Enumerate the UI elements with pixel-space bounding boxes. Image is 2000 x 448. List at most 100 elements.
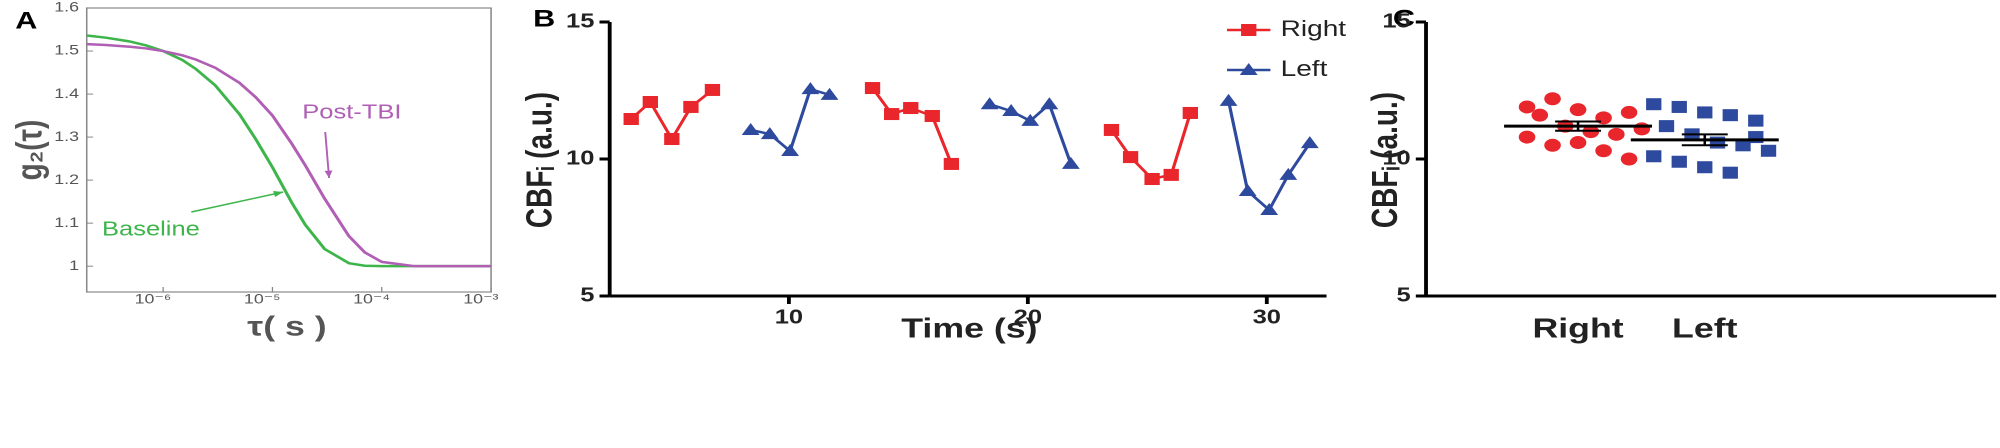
- x-tick-label: 20: [1014, 305, 1042, 328]
- point: [980, 97, 999, 110]
- legend-label: Left: [1281, 57, 1328, 81]
- point: [1658, 120, 1675, 133]
- y-tick-label: 5: [580, 283, 594, 306]
- x-tick-label: 10⁻³: [463, 291, 499, 307]
- y-tick-label: 15: [1382, 9, 1411, 32]
- point: [1620, 105, 1638, 119]
- label-arrow: [324, 131, 331, 179]
- series-label: Post-TBI: [302, 100, 401, 123]
- point: [1279, 167, 1298, 180]
- point: [1260, 202, 1279, 215]
- series-line: [86, 42, 492, 268]
- y-tick-label: 1.4: [54, 86, 79, 102]
- point: [623, 112, 639, 125]
- x-axis-label: Time (s): [901, 312, 1037, 343]
- point: [1182, 106, 1198, 119]
- point: [1144, 173, 1160, 186]
- point: [1735, 139, 1751, 152]
- y-tick-label: 1.5: [54, 43, 79, 59]
- point: [1697, 161, 1713, 174]
- y-tick-label: 1: [69, 258, 79, 274]
- point: [1544, 92, 1561, 106]
- y-tick-label: 15: [566, 9, 595, 32]
- series-label: Baseline: [102, 217, 200, 240]
- point: [1021, 113, 1040, 126]
- point: [1518, 100, 1536, 114]
- panel-letter: B: [533, 5, 555, 32]
- point: [1646, 150, 1662, 163]
- panel-letter: A: [15, 7, 37, 34]
- point: [1040, 97, 1059, 110]
- point: [1569, 103, 1587, 117]
- legend-marker: [1239, 63, 1258, 75]
- point: [1620, 152, 1638, 166]
- point: [683, 100, 699, 113]
- point: [1300, 136, 1319, 149]
- point: [704, 83, 721, 96]
- y-tick-label: 1.3: [54, 129, 79, 145]
- x-tick-label: Right: [1532, 312, 1624, 343]
- point: [943, 157, 960, 170]
- point: [1531, 108, 1549, 122]
- arrow-head: [324, 170, 333, 178]
- point: [1061, 156, 1080, 169]
- point: [1219, 93, 1238, 106]
- y-axis-label: CBFᵢ (a.u.): [1365, 92, 1405, 228]
- point: [1722, 109, 1738, 122]
- legend-label: Right: [1281, 17, 1346, 41]
- x-tick-label: 10⁻⁴: [353, 291, 390, 307]
- point: [801, 82, 820, 95]
- y-tick-label: 10: [566, 146, 594, 169]
- point: [741, 122, 760, 135]
- point: [1163, 168, 1179, 181]
- point: [1002, 104, 1021, 117]
- y-tick-label: 10: [1382, 146, 1410, 169]
- y-tick-label: 1.2: [54, 172, 79, 188]
- point: [1671, 155, 1687, 168]
- x-tick-label: 10: [775, 305, 803, 328]
- point: [1722, 166, 1738, 179]
- point: [1238, 184, 1257, 197]
- y-axis-label: g₂(τ): [9, 120, 49, 181]
- point: [864, 82, 881, 95]
- point: [1697, 106, 1713, 119]
- point: [781, 144, 800, 157]
- series-line: [86, 34, 492, 268]
- x-axis-label: τ( s ): [247, 310, 326, 341]
- x-tick-label: 30: [1253, 305, 1281, 328]
- point: [760, 127, 779, 140]
- point: [1518, 130, 1536, 144]
- arrow-head: [273, 190, 284, 197]
- point: [1544, 138, 1561, 152]
- point: [1103, 123, 1120, 136]
- y-tick-label: 1.1: [54, 215, 79, 231]
- point: [1608, 127, 1625, 141]
- point: [1748, 114, 1764, 127]
- x-tick-label: 10⁻⁶: [135, 291, 172, 307]
- point: [1122, 151, 1139, 164]
- x-tick-label: 10⁻⁵: [244, 291, 281, 307]
- point: [1760, 144, 1777, 157]
- y-axis-label: CBFᵢ (a.u.): [519, 92, 559, 228]
- label-arrow: [191, 191, 284, 213]
- point: [883, 108, 900, 121]
- point: [903, 102, 919, 115]
- point: [1671, 100, 1687, 113]
- point: [820, 87, 839, 100]
- legend-marker: [1241, 24, 1257, 36]
- series-line: [750, 87, 1312, 213]
- point: [1595, 144, 1612, 158]
- point: [1633, 122, 1651, 136]
- point: [1569, 136, 1587, 150]
- y-tick-label: 1.6: [54, 0, 79, 15]
- plot-frame: [85, 7, 492, 293]
- x-tick-label: Left: [1672, 312, 1738, 343]
- panel-letter: C: [1393, 5, 1415, 32]
- point: [1646, 98, 1662, 111]
- point: [924, 109, 940, 122]
- y-tick-label: 5: [1397, 283, 1411, 306]
- point: [664, 132, 680, 145]
- point: [642, 96, 658, 109]
